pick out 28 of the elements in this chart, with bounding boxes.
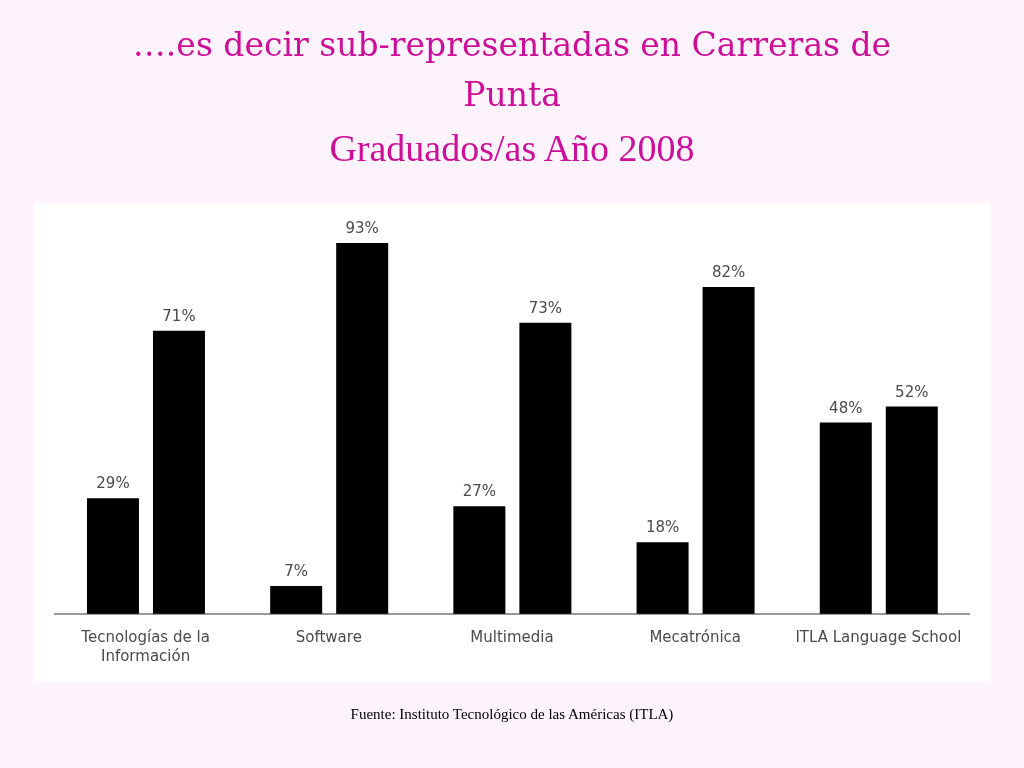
bar	[819, 422, 872, 614]
bar	[885, 406, 938, 614]
bar	[336, 243, 389, 614]
bar	[86, 498, 139, 614]
chart-subtitle: Graduados/as Año 2008	[328, 126, 696, 171]
bar	[152, 330, 205, 614]
data-label: 7%	[284, 562, 309, 581]
data-label: 27%	[462, 482, 497, 501]
data-label: 48%	[829, 398, 863, 417]
data-label: 73%	[528, 298, 563, 317]
bar	[453, 506, 506, 614]
data-label: 71%	[162, 306, 196, 325]
bar	[636, 542, 689, 614]
data-label: 52%	[895, 382, 929, 401]
x-tick-label: Multimedia	[470, 627, 554, 646]
data-label: 82%	[711, 262, 746, 281]
chart-title: ….es decir sub-representadas en Carreras de Punta	[131, 24, 893, 116]
source-note: Fuente: Instituto Tecnológico de las Américas (ITLA)	[349, 706, 675, 723]
data-label: 29%	[96, 474, 130, 493]
data-label: 18%	[645, 518, 680, 537]
x-tick-label: ITLA Language School	[795, 627, 962, 646]
x-tick-label: Tecnologías de la Información	[80, 627, 210, 665]
bar	[702, 286, 755, 614]
x-tick-label: Software	[295, 627, 362, 646]
bar	[270, 586, 323, 614]
x-tick-label: Mecatrónica	[649, 627, 742, 646]
data-label: 93%	[345, 219, 379, 237]
bar	[519, 322, 572, 614]
